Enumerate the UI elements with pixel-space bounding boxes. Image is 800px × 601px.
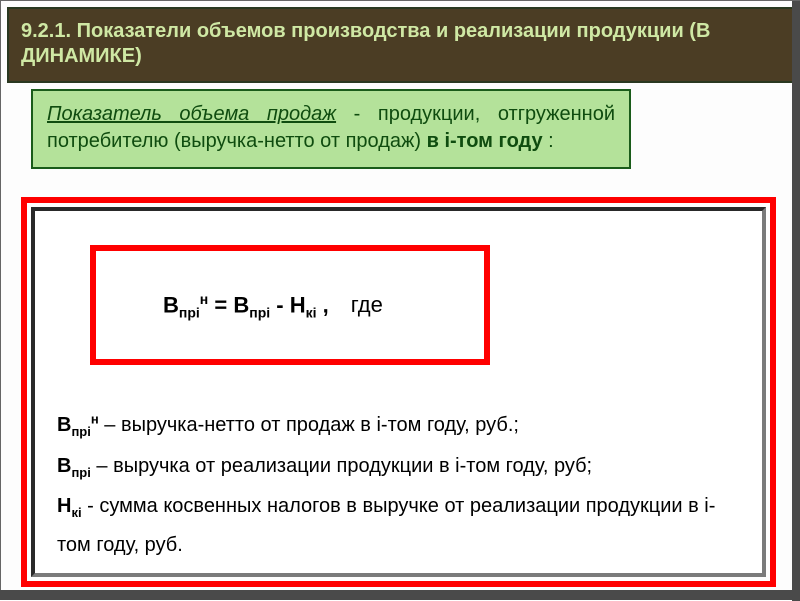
legend-desc: выручка от реализации продукции в i-том … xyxy=(113,455,592,477)
definition-box: Показатель объема продаж - продукции, от… xyxy=(31,89,631,169)
formula-lhs-sup: н xyxy=(200,291,208,307)
formula-panel: Впрiн = Впрi - Нкi ,где Впрiн – выручка-… xyxy=(31,207,766,577)
slide-bottom-edge xyxy=(0,590,800,600)
section-title: 9.2.1. Показатели объемов производства и… xyxy=(21,19,781,69)
legend-item: Нкi - сумма косвенных налогов в выручке … xyxy=(57,487,740,564)
formula-r2-base: Н xyxy=(290,292,306,317)
formula-r2-sub: кi xyxy=(306,305,317,321)
legend-desc: сумма косвенных налогов в выручке от реа… xyxy=(57,495,715,556)
legend-term-sub: прi xyxy=(71,424,90,439)
legend-desc: выручка-нетто от продаж в i-том году, ру… xyxy=(121,414,519,436)
formula-minus: - xyxy=(270,292,290,317)
legend-dash: – xyxy=(91,455,113,477)
formula-lhs-base: В xyxy=(163,292,179,317)
slide: 9.2.1. Показатели объемов производства и… xyxy=(0,0,800,600)
slide-right-edge xyxy=(792,1,800,601)
formula-where: где xyxy=(351,292,383,317)
formula-eq: = xyxy=(208,292,233,317)
formula-r1-base: В xyxy=(233,292,249,317)
formula: Впрiн = Впрi - Нкi ,где xyxy=(163,291,383,321)
legend-term-base: Н xyxy=(57,495,71,517)
legend-term-sup: н xyxy=(91,411,99,426)
legend-term-base: В xyxy=(57,455,71,477)
formula-comma: , xyxy=(317,292,329,317)
formula-lhs-sub: прi xyxy=(179,305,200,321)
legend-item: Впрiн – выручка-нетто от продаж в i-том … xyxy=(57,406,740,445)
definition-colon: : xyxy=(543,130,554,152)
legend-dash: – xyxy=(99,414,121,436)
legend-dash: - xyxy=(82,495,100,517)
legend: Впрiн – выручка-нетто от продаж в i-том … xyxy=(57,406,740,566)
legend-term-sub: кi xyxy=(71,505,81,520)
legend-term-base: В xyxy=(57,414,71,436)
legend-term-sub: прi xyxy=(71,465,90,480)
legend-item: Впрi – выручка от реализации продукции в… xyxy=(57,447,740,486)
formula-r1-sub: прi xyxy=(249,305,270,321)
definition-text: Показатель объема продаж - продукции, от… xyxy=(47,101,615,155)
definition-term: Показатель объема продаж xyxy=(47,103,336,125)
section-title-box: 9.2.1. Показатели объемов производства и… xyxy=(7,7,795,83)
definition-bold: в i-том году xyxy=(427,130,543,152)
